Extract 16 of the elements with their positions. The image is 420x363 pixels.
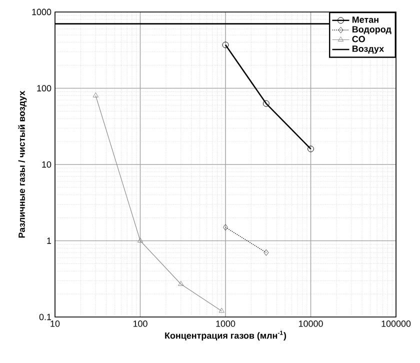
legend-label: Метан (352, 16, 378, 23)
legend-label: Воздух (352, 46, 384, 54)
legend-label: Водород (352, 26, 392, 34)
y-tick-label: 10 (42, 161, 52, 168)
y-tick-label: 1 (47, 238, 52, 244)
x-tick-label: 100000 (382, 320, 411, 327)
x-tick-label: 100 (133, 320, 148, 327)
y-tick-label: 0.1 (39, 314, 52, 320)
x-tick-label: 10000 (298, 320, 323, 327)
y-tick-label: 100 (37, 85, 52, 92)
x-axis-title: Концентрация газов (млн$^{-1}$) (165, 330, 286, 340)
x-tick-label: 10 (50, 320, 60, 327)
legend-label: CO (352, 36, 365, 42)
y-tick-label: 1000 (32, 8, 52, 16)
x-tick-label: 1000 (216, 320, 236, 327)
y-axis-title: Различные газы / чистый воздух (18, 90, 27, 238)
